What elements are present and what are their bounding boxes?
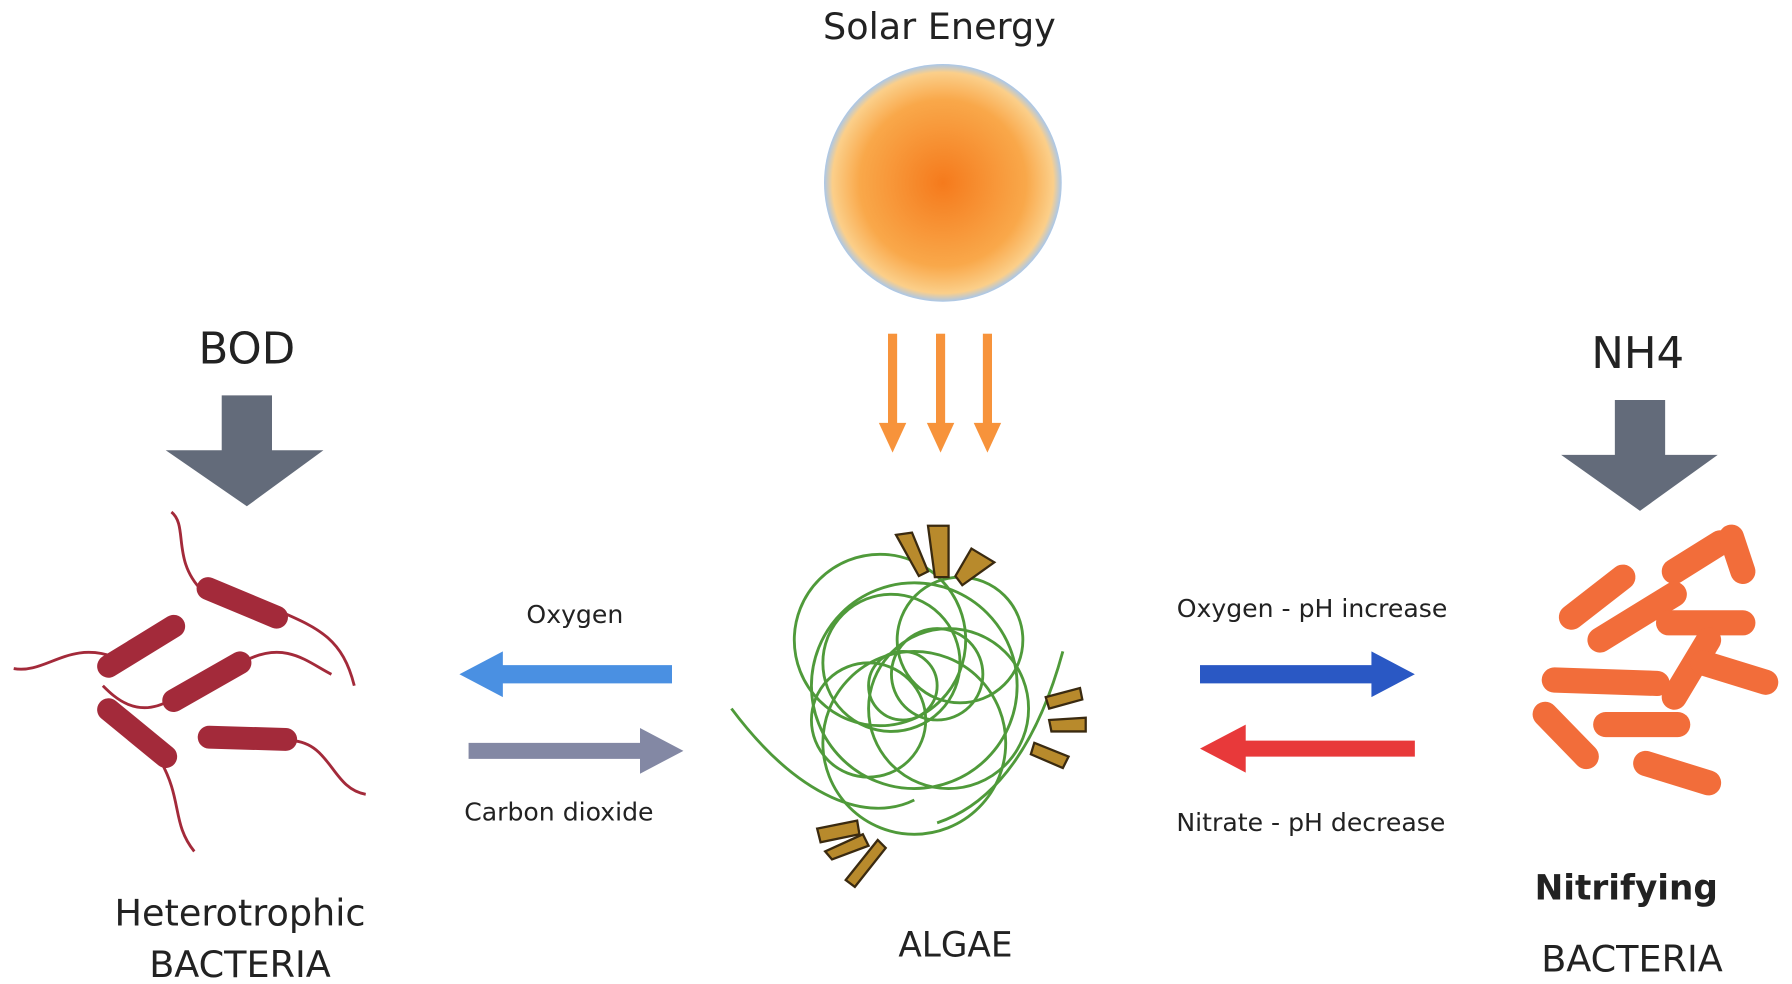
bacteria: [97, 577, 298, 768]
light-arrows: [878, 333, 1002, 453]
exchange-label: Oxygen - pH increase: [1177, 594, 1448, 623]
exchange-label: Carbon dioxide: [464, 798, 653, 827]
exchange-arrow: [1200, 724, 1415, 773]
diatoms: [815, 524, 1087, 889]
sun: [824, 64, 1062, 302]
organism-sublabel: BACTERIA: [1541, 937, 1723, 980]
input-arrow: [1561, 400, 1718, 511]
exchange-arrow: [459, 651, 672, 698]
input-arrow: [165, 395, 324, 507]
organism-sublabel: BACTERIA: [149, 943, 331, 984]
bacteria: [1532, 524, 1779, 796]
source-label: Solar Energy: [823, 5, 1056, 48]
exchange-label: Nitrate - pH decrease: [1176, 808, 1445, 837]
organism-label: Heterotrophic: [115, 892, 366, 935]
exchange-arrow: [468, 728, 684, 774]
organism-label: Nitrifying: [1535, 868, 1718, 908]
bacteria-flagella: [13, 510, 367, 853]
exchange-arrow: [1200, 651, 1415, 698]
input-label: NH4: [1591, 329, 1684, 379]
input-label: BOD: [199, 324, 296, 374]
exchange-label: Oxygen: [526, 600, 623, 629]
organism-label: ALGAE: [898, 926, 1012, 966]
